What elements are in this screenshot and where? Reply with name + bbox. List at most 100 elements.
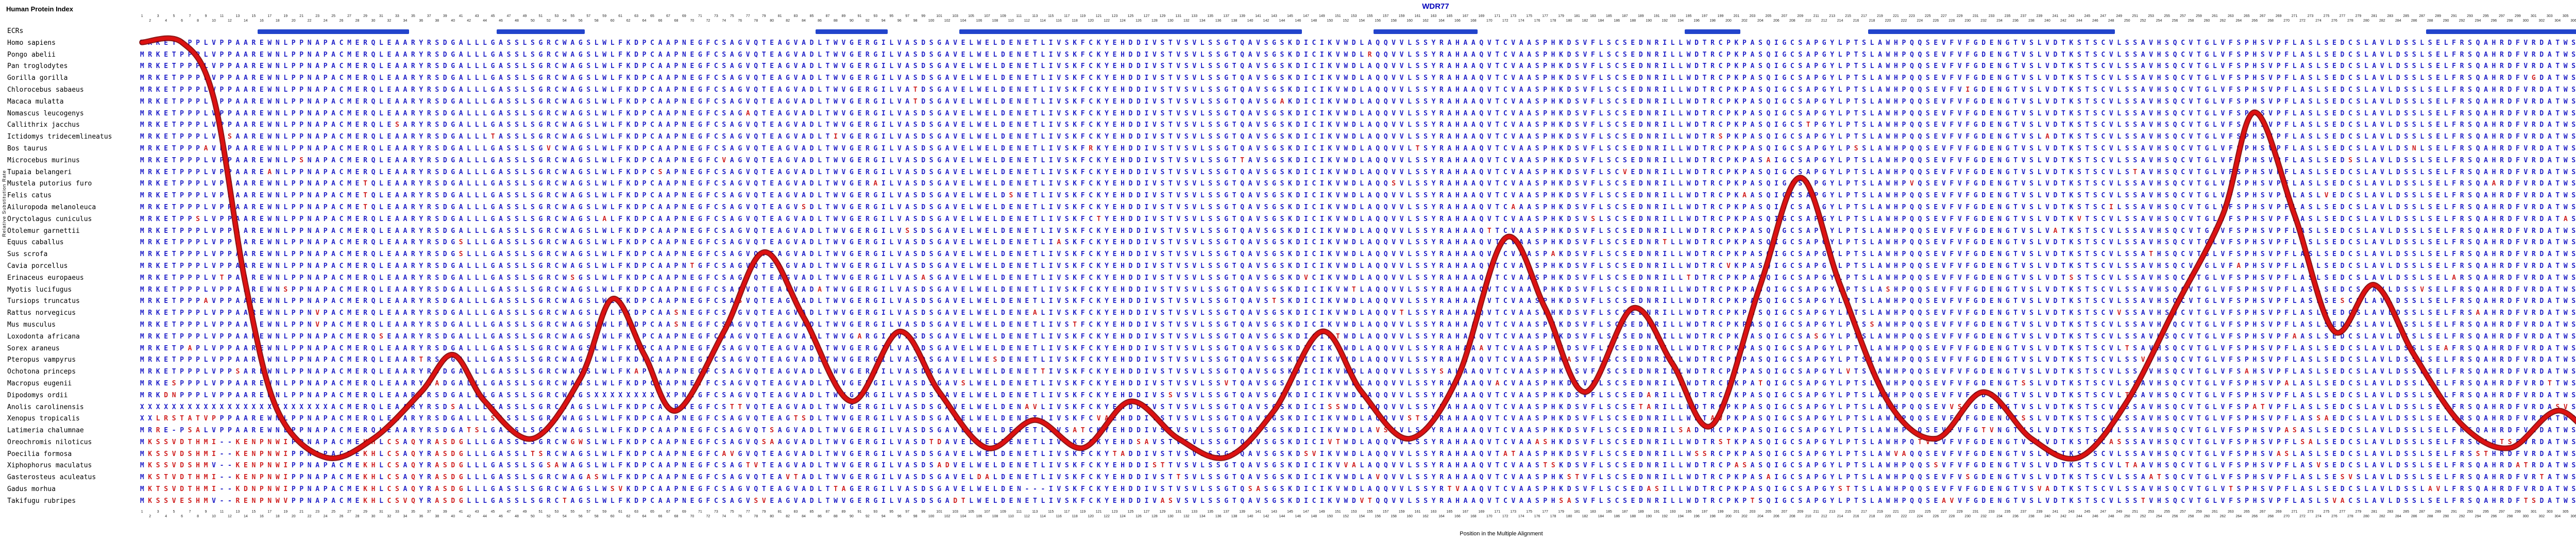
position-number: 117: [1064, 510, 1070, 514]
position-number: 209: [1797, 510, 1804, 514]
species-label: Erinaceus europaeus: [7, 274, 84, 282]
position-number: 55: [570, 14, 575, 18]
position-number: 254: [2156, 19, 2162, 23]
position-number: 237: [2020, 510, 2027, 514]
species-label: Felis catus: [7, 192, 52, 200]
position-number: 190: [1646, 515, 1652, 518]
position-number: 256: [2172, 19, 2178, 23]
position-number: 256: [2172, 515, 2178, 518]
position-number: 130: [1167, 19, 1174, 23]
alignment-row: MRKETPPPLVPPAAREWNLPPNAPACMETQLEAARYRSDG…: [140, 203, 2576, 211]
position-number: 6: [181, 19, 183, 23]
position-number: 145: [1287, 14, 1293, 18]
species-label: Ochotona princeps: [7, 368, 76, 376]
position-number: 289: [2435, 510, 2441, 514]
position-number: 122: [1104, 515, 1110, 518]
position-number: 155: [1366, 510, 1373, 514]
ecr-block: [959, 29, 1302, 34]
position-number: 151: [1334, 14, 1341, 18]
position-number: 93: [873, 510, 878, 514]
position-number: 267: [2259, 510, 2266, 514]
position-number: 268: [2267, 515, 2274, 518]
position-number: 73: [714, 14, 718, 18]
position-number: 131: [1175, 14, 1182, 18]
species-label: Macropus eugenii: [7, 379, 72, 387]
position-number: 110: [1008, 19, 1014, 23]
position-number: 87: [825, 14, 830, 18]
position-number: 154: [1359, 515, 1365, 518]
position-number: 229: [1956, 510, 1963, 514]
position-number: 146: [1295, 19, 1301, 23]
species-label: Otolemur garnettii: [7, 227, 80, 235]
position-number: 251: [2132, 14, 2138, 18]
position-number: 50: [531, 515, 535, 518]
position-number: 66: [658, 515, 663, 518]
ruler-bottom: 1 2 3 4 5 6 7 8 9 10 11 12 13 14 15 16 17 18 19 20 21 22 23 24 2…: [138, 509, 2576, 520]
position-number: 156: [1375, 19, 1381, 23]
position-number: 192: [1662, 515, 1668, 518]
position-number: 142: [1263, 515, 1269, 518]
position-number: 304: [2554, 19, 2561, 23]
alignment-row: MRKETPPPLVPPAAREWNLPPNAPACMETQLEAARYRSDG…: [140, 192, 2576, 200]
alignment-row: MKSSVESHMV--RENPNWVPPNAPACMEKHLCSVQYRASD…: [140, 497, 2576, 505]
position-number: 225: [1925, 510, 1931, 514]
position-number: 281: [2371, 14, 2378, 18]
position-number: 298: [2506, 515, 2513, 518]
position-number: 297: [2499, 14, 2505, 18]
ruler-top: 1 2 3 4 5 6 7 8 9 10 11 12 13 14 15 16 17 18 19 20 21 22 23 24 2…: [138, 13, 2576, 25]
position-number: 153: [1350, 14, 1357, 18]
position-number: 89: [841, 14, 846, 18]
position-number: 196: [1693, 515, 1700, 518]
position-number: 276: [2331, 515, 2337, 518]
position-number: 159: [1398, 14, 1405, 18]
position-number: 158: [1391, 515, 1397, 518]
position-number: 203: [1749, 14, 1756, 18]
position-number: 193: [1669, 14, 1676, 18]
position-number: 28: [355, 19, 360, 23]
position-number: 303: [2546, 510, 2553, 514]
position-number: 44: [483, 515, 487, 518]
ecr-row-label: ECRs: [7, 27, 24, 35]
ecr-track: [138, 26, 2576, 38]
species-label: Pteropus vampyrus: [7, 356, 76, 364]
position-number: 108: [992, 19, 998, 23]
alignment-row: MRKETPPPLVPPAAREWNLPPNAPACMERQLEAARYRSDG…: [140, 74, 2576, 82]
position-number: 170: [1486, 19, 1493, 23]
position-number: 255: [2164, 14, 2170, 18]
position-number: 69: [682, 14, 686, 18]
position-number: 79: [761, 510, 766, 514]
position-number: 189: [1637, 510, 1644, 514]
position-number: 280: [2363, 19, 2369, 23]
position-number: 81: [777, 510, 782, 514]
position-number: 103: [952, 510, 958, 514]
species-label: Homo sapiens: [7, 39, 56, 47]
position-number: 38: [435, 515, 439, 518]
position-number: 4: [165, 19, 167, 23]
position-number: 28: [355, 515, 360, 518]
position-number: 296: [2490, 515, 2497, 518]
position-number: 232: [1980, 515, 1987, 518]
position-number: 241: [2052, 14, 2059, 18]
position-number: 266: [2251, 19, 2258, 23]
position-number: 300: [2522, 515, 2529, 518]
position-number: 224: [1917, 19, 1923, 23]
position-number: 233: [1988, 14, 1995, 18]
position-number: 123: [1111, 14, 1118, 18]
position-number: 54: [562, 19, 567, 23]
position-number: 29: [363, 14, 367, 18]
position-number: 8: [197, 515, 199, 518]
position-number: 45: [490, 510, 495, 514]
position-number: 88: [834, 19, 838, 23]
position-number: 175: [1526, 510, 1532, 514]
position-number: 64: [642, 19, 647, 23]
position-number: 263: [2228, 510, 2234, 514]
position-number: 98: [913, 515, 918, 518]
position-number: 247: [2100, 510, 2107, 514]
position-number: 129: [1159, 14, 1166, 18]
position-number: 124: [1120, 515, 1126, 518]
position-number: 186: [1614, 515, 1620, 518]
position-number: 148: [1311, 515, 1317, 518]
position-number: 141: [1255, 14, 1261, 18]
position-number: 22: [307, 515, 312, 518]
alignment-row: XXLRSTATVPPPAAREWNLPPNAPACMERQLEAARYRSDG…: [140, 415, 2576, 423]
